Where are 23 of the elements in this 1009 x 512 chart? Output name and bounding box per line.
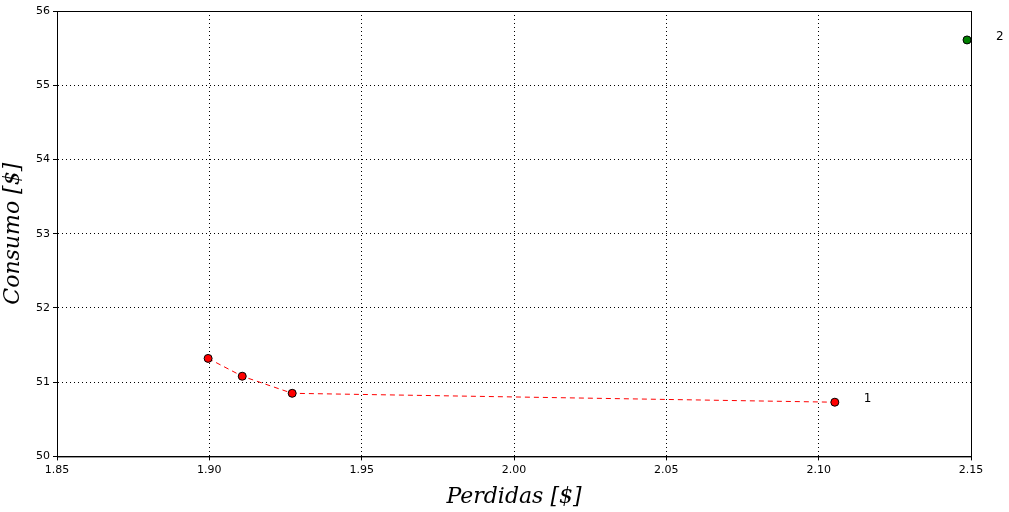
- annotation: 1: [863, 391, 872, 406]
- x-tick-label: 2.10: [806, 462, 831, 476]
- point: [962, 35, 971, 45]
- x-tick-label: 2.15: [958, 462, 984, 476]
- y-tick-label: 55: [36, 78, 50, 92]
- point: [287, 388, 297, 398]
- y-tick-label: 53: [36, 226, 50, 240]
- y-tick-label: 56: [36, 3, 50, 17]
- point: [830, 397, 840, 407]
- annotation: 2: [996, 29, 1004, 44]
- x-axis-title: Perdidas [$]: [445, 482, 582, 508]
- point: [237, 371, 247, 381]
- x-tick-label: 1.90: [197, 462, 222, 476]
- y-tick-label: 50: [36, 449, 50, 463]
- x-tick-label: 1.85: [44, 462, 70, 476]
- y-tick-label: 52: [36, 300, 50, 314]
- x-tick-label: 2.05: [654, 462, 679, 476]
- point: [203, 353, 213, 363]
- x-tick-label: 2.00: [501, 462, 527, 476]
- y-tick-label: 51: [36, 375, 50, 389]
- y-tick-label: 54: [36, 152, 50, 166]
- x-tick-label: 1.95: [349, 462, 374, 476]
- y-axis-title: Consumo [$]: [0, 162, 24, 305]
